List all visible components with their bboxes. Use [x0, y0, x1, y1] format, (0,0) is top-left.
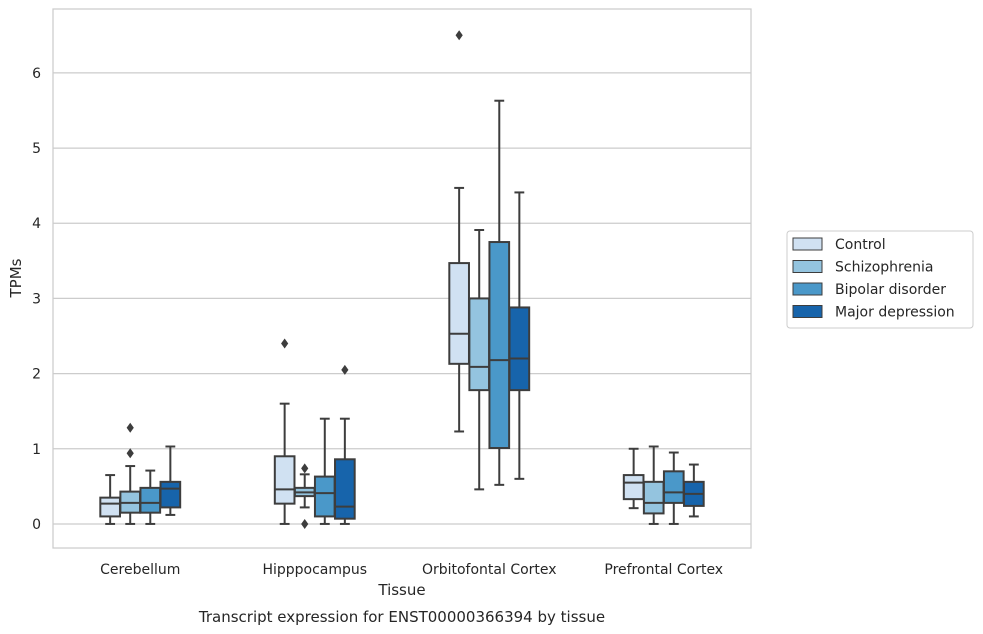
x-tick-label: Orbitofontal Cortex	[422, 562, 557, 578]
box-body	[488, 241, 511, 450]
box-schizophrenia	[642, 445, 665, 525]
outlier-point	[126, 448, 134, 459]
box-bipolar-disorder	[139, 469, 162, 525]
box-control	[622, 447, 645, 510]
legend-item: Control	[792, 237, 886, 253]
y-tick-labels: 0 1 2 3 4 5 6	[32, 66, 41, 533]
outlier-point	[281, 338, 289, 349]
box-body	[313, 475, 336, 518]
legend-label: Bipolar disorder	[835, 282, 946, 298]
box-body	[139, 486, 162, 514]
y-tick-label: 4	[32, 216, 41, 232]
box-bipolar-disorder	[313, 417, 336, 525]
legend-swatch	[792, 237, 823, 251]
box-body	[273, 455, 296, 505]
outlier-point	[301, 463, 309, 474]
box-body	[334, 458, 356, 520]
x-tick-label: Hipppocampus	[262, 562, 367, 578]
box-control	[448, 30, 470, 433]
y-tick-label: 2	[32, 367, 41, 383]
boxes	[99, 30, 705, 529]
legend-swatch	[792, 282, 823, 296]
x-tick-label: Cerebellum	[100, 562, 180, 578]
gridlines	[53, 72, 751, 525]
y-tick-label: 0	[32, 517, 41, 533]
y-axis-label: TPMs	[7, 258, 25, 298]
box-body	[642, 480, 665, 515]
box-body	[662, 470, 685, 504]
box-body	[468, 297, 491, 392]
legend-label: Control	[835, 237, 886, 253]
legend-frame	[786, 230, 974, 329]
box-schizophrenia	[293, 463, 316, 529]
legend-item: Schizophrenia	[792, 260, 933, 276]
box-body	[99, 496, 121, 518]
outlier-point	[341, 364, 349, 375]
box-schizophrenia	[119, 422, 142, 525]
legend-item: Major depression	[792, 305, 955, 321]
legend-item: Bipolar disorder	[792, 282, 946, 298]
legend-label: Schizophrenia	[835, 260, 933, 276]
chart-caption: Transcript expression for ENST0000036639…	[198, 608, 605, 626]
x-tick-label: Prefrontal Cortex	[604, 562, 723, 578]
y-tick-label: 3	[32, 291, 41, 307]
y-tick-label: 6	[32, 66, 41, 82]
box-body	[622, 474, 645, 501]
x-tick-labels: Cerebellum Hipppocampus Orbitofontal Corte…	[100, 562, 723, 578]
box-major-depression	[508, 191, 531, 480]
legend-swatch	[792, 260, 823, 273]
box-bipolar-disorder	[662, 451, 685, 525]
x-axis-label: Tissue	[377, 581, 425, 599]
box-control	[99, 474, 121, 525]
legend: Control Schizophrenia Bipolar disorder Majo…	[786, 230, 974, 329]
y-tick-label: 1	[32, 442, 41, 458]
box-bipolar-disorder	[488, 99, 511, 486]
box-body	[159, 480, 182, 509]
box-body	[448, 262, 470, 365]
outlier-point	[126, 422, 134, 433]
box-schizophrenia	[468, 229, 491, 491]
y-tick-label: 5	[32, 141, 41, 157]
box-major-depression	[683, 463, 705, 518]
box-control	[273, 338, 296, 525]
legend-swatch	[792, 305, 823, 318]
box-major-depression	[159, 445, 182, 516]
box-body	[508, 306, 531, 392]
plot-area	[52, 8, 752, 549]
legend-label: Major depression	[835, 305, 955, 321]
box-major-depression	[334, 364, 356, 525]
outlier-point	[301, 518, 309, 529]
outlier-point	[455, 30, 463, 41]
